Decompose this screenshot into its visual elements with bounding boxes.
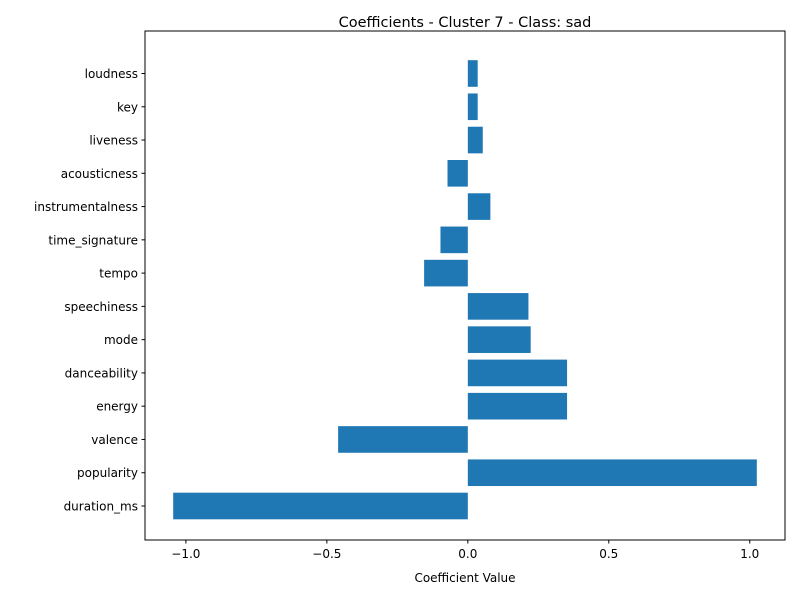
y-tick-label: key <box>117 100 138 114</box>
bar-tempo <box>424 259 468 287</box>
bar-valence <box>338 426 468 453</box>
y-tick-label: mode <box>104 333 138 347</box>
bar-speechiness <box>467 293 529 320</box>
bar-instrumentalness <box>467 193 491 220</box>
x-axis-label: Coefficient Value <box>414 571 515 585</box>
chart-title: Coefficients - Cluster 7 - Class: sad <box>339 15 592 31</box>
x-axis-ticks: −1.0 −0.5 0.0 0.5 1.0 <box>171 540 759 561</box>
bar-acousticness <box>447 160 468 187</box>
y-tick-label: valence <box>91 433 138 447</box>
bar-loudness <box>467 60 478 87</box>
y-tick-label: duration_ms <box>64 500 138 514</box>
y-tick-label: energy <box>96 400 138 414</box>
y-tick-label: instrumentalness <box>34 200 138 214</box>
y-axis-ticks: duration_ms popularity valence energy dancea… <box>34 67 145 514</box>
y-tick-label: loudness <box>85 67 138 81</box>
y-tick-label: danceability <box>65 366 138 380</box>
bar-key <box>467 93 478 121</box>
y-tick-label: tempo <box>99 267 138 281</box>
plot-frame <box>144 30 786 541</box>
y-tick-label: time_signature <box>48 233 138 247</box>
y-tick-label: liveness <box>89 134 138 148</box>
bar-energy <box>467 392 568 420</box>
bar-duration_ms <box>173 492 468 520</box>
x-tick-label: 1.0 <box>740 547 759 561</box>
bar-time_signature <box>440 226 468 254</box>
x-tick-label: 0.5 <box>599 547 618 561</box>
x-tick-label: −0.5 <box>312 547 341 561</box>
x-tick-label: 0.0 <box>458 547 477 561</box>
y-tick-label: speechiness <box>64 300 138 314</box>
bar-popularity <box>467 459 757 487</box>
bars-group <box>173 60 757 520</box>
y-tick-label: acousticness <box>61 167 138 181</box>
bar-liveness <box>467 126 483 154</box>
x-tick-label: −1.0 <box>171 547 200 561</box>
bar-mode <box>467 326 531 353</box>
bar-danceability <box>467 359 568 387</box>
y-tick-label: popularity <box>77 466 138 480</box>
